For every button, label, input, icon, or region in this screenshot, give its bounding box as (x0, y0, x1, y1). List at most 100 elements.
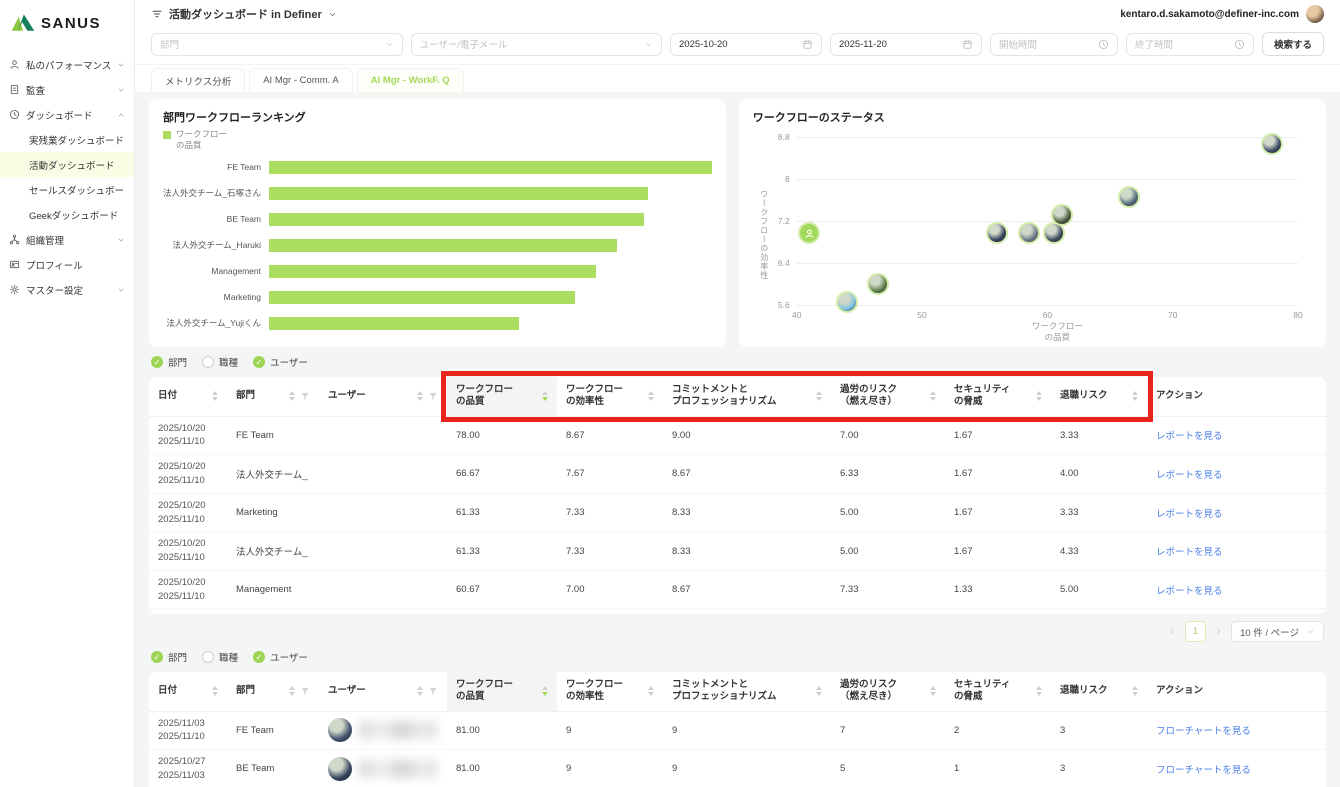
y-tick-label: 5.6 (777, 300, 790, 310)
column-header[interactable]: ユーザー (319, 377, 447, 417)
user-avatar[interactable] (1306, 5, 1324, 23)
sort-icon[interactable] (816, 686, 822, 697)
action-link[interactable]: レポートを見る (1156, 508, 1223, 520)
column-header[interactable]: ワークフロー の品質 (447, 672, 557, 712)
pagination: 1 10 件 / ページ (149, 621, 1326, 642)
department-select[interactable]: 部門 (151, 32, 403, 56)
filter-funnel-icon[interactable] (428, 686, 438, 696)
column-header[interactable]: コミットメントと プロフェッショナリズム (663, 672, 831, 712)
checked-checkbox-icon[interactable]: ✓ (253, 356, 266, 368)
checked-checkbox-icon[interactable]: ✓ (151, 356, 163, 368)
sort-icon[interactable] (816, 391, 822, 402)
column-header[interactable]: セキュリティ の脅威 (945, 377, 1051, 417)
column-header[interactable]: 退職リスク (1051, 377, 1147, 417)
column-header[interactable]: 退職リスク (1051, 672, 1147, 712)
sort-icon[interactable] (1036, 391, 1042, 402)
sort-icon[interactable] (542, 686, 548, 697)
sidebar-item[interactable]: 活動ダッシュボード (0, 152, 134, 177)
sidebar-item[interactable]: マスター設定 (0, 277, 134, 302)
redacted-user-name (359, 721, 437, 740)
date-from-picker[interactable]: 2025-10-20 (670, 32, 822, 56)
action-link[interactable]: レポートを見る (1156, 547, 1223, 559)
column-header[interactable]: ワークフロー の効率性 (557, 377, 663, 417)
sort-icon[interactable] (1036, 686, 1042, 697)
calendar-icon (962, 39, 973, 50)
toggle-unchecked[interactable]: 職種 (202, 650, 238, 664)
sidebar-item[interactable]: 監査 (0, 77, 134, 102)
sort-icon[interactable] (212, 686, 218, 697)
action-link[interactable]: レポートを見る (1156, 585, 1223, 597)
sort-icon[interactable] (289, 686, 295, 697)
sort-icon[interactable] (1132, 686, 1138, 697)
department-placeholder: 部門 (160, 40, 180, 51)
tab-active[interactable]: AI Mgr - WorkF. Q (356, 68, 464, 92)
time-end-picker[interactable]: 終了時間 (1126, 32, 1254, 56)
column-header[interactable]: 日付 (149, 377, 227, 417)
sidebar-item[interactable]: 実残業ダッシュボード (0, 127, 134, 152)
column-header[interactable]: 部門 (227, 672, 319, 712)
bar-track (269, 264, 712, 278)
filter-funnel-icon[interactable] (300, 686, 310, 696)
metric-cell: 8.33 (663, 531, 831, 571)
tab-inactive[interactable]: メトリクス分析 (151, 68, 246, 92)
sidebar-item[interactable]: プロフィール (0, 252, 134, 277)
sort-icon[interactable] (417, 686, 423, 697)
tab-inactive[interactable]: AI Mgr - Comm. A (249, 68, 353, 92)
sort-icon[interactable] (289, 391, 295, 402)
user-cell (319, 711, 447, 751)
time-start-picker[interactable]: 開始時間 (990, 32, 1118, 56)
date-from-value: 2025-10-20 (679, 38, 728, 50)
toggle-checked[interactable]: ✓ 部門 (151, 650, 187, 664)
column-header[interactable]: 部門 (227, 377, 319, 417)
unchecked-checkbox-icon[interactable] (202, 356, 215, 368)
sort-icon[interactable] (542, 391, 548, 402)
toggle-checked[interactable]: ✓ ユーザー (253, 355, 308, 369)
column-header[interactable]: ワークフロー の効率性 (557, 672, 663, 712)
user-menu[interactable]: kentaro.d.sakamoto@definer-inc.com (1120, 5, 1324, 23)
checked-checkbox-icon[interactable]: ✓ (151, 651, 163, 663)
sidebar-item[interactable]: ダッシュボード (0, 102, 134, 127)
column-header[interactable]: ワークフロー の品質 (447, 377, 557, 417)
user-email-select[interactable]: ユーザー/電子メール (410, 32, 662, 56)
sort-icon[interactable] (648, 391, 654, 402)
action-link[interactable]: レポートを見る (1156, 469, 1223, 481)
next-page-icon[interactable] (1214, 627, 1223, 636)
sort-icon[interactable] (417, 391, 423, 402)
bar-row: Marketing (163, 284, 712, 310)
sort-icon[interactable] (930, 391, 936, 402)
sidebar-item[interactable]: 私のパフォーマンス (0, 52, 134, 77)
column-header[interactable]: 日付 (149, 672, 227, 712)
chevron-down-icon[interactable] (328, 10, 337, 19)
search-button[interactable]: 検索する (1262, 32, 1325, 56)
column-header[interactable]: セキュリティ の脅威 (945, 672, 1051, 712)
filter-funnel-icon[interactable] (300, 391, 310, 401)
previous-page-icon[interactable] (1168, 627, 1177, 636)
toggle-checked[interactable]: ✓ ユーザー (253, 650, 308, 664)
sort-icon[interactable] (212, 391, 218, 402)
column-header[interactable]: コミットメントと プロフェッショナリズム (663, 377, 831, 417)
sort-icon[interactable] (930, 686, 936, 697)
action-link[interactable]: レポートを見る (1156, 431, 1223, 443)
settings-icon (9, 284, 20, 295)
column-header[interactable]: 過労のリスク （燃え尽き） (831, 377, 945, 417)
metric-cell: 5.00 (831, 493, 945, 533)
sidebar-item[interactable]: 組織管理 (0, 227, 134, 252)
action-link[interactable]: フローチャートを見る (1156, 764, 1251, 776)
sort-icon[interactable] (1132, 391, 1138, 402)
column-header[interactable]: 過労のリスク （燃え尽き） (831, 672, 945, 712)
date-to-picker[interactable]: 2025-11-20 (830, 32, 982, 56)
bar-chart-card: 部門ワークフローランキング ワークフロー の品質 FE Team 法人外交チーム_… (149, 99, 726, 347)
page-number[interactable]: 1 (1185, 621, 1207, 642)
unchecked-checkbox-icon[interactable] (202, 651, 215, 663)
action-link[interactable]: フローチャートを見る (1156, 726, 1251, 738)
filter-funnel-icon[interactable] (428, 391, 438, 401)
sidebar-item[interactable]: Geekダッシュボード (0, 202, 134, 227)
action-cell: フローチャートを見る (1147, 749, 1326, 787)
sidebar-item[interactable]: セールスダッシュボード (0, 177, 134, 202)
page-size-select[interactable]: 10 件 / ページ (1231, 621, 1324, 642)
column-header[interactable]: ユーザー (319, 672, 447, 712)
toggle-unchecked[interactable]: 職種 (202, 355, 238, 369)
sort-icon[interactable] (648, 686, 654, 697)
toggle-checked[interactable]: ✓ 部門 (151, 355, 187, 369)
checked-checkbox-icon[interactable]: ✓ (253, 651, 266, 663)
